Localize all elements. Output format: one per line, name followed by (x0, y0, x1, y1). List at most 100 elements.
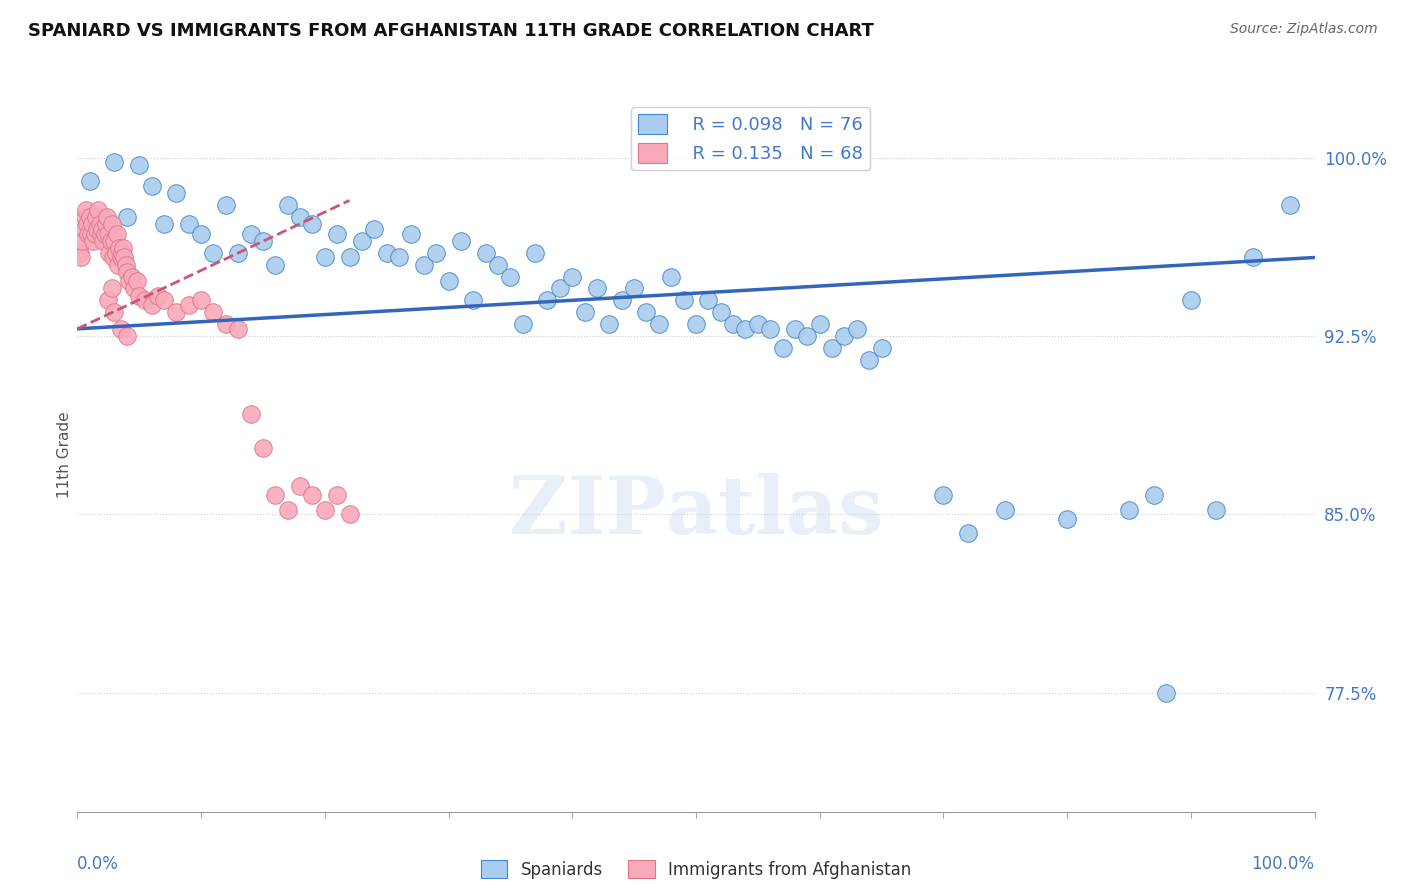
Point (101, 281, 124, 295)
Point (104, 245, 127, 260)
Point (301, 488, 323, 502)
Point (772, 341, 794, 355)
Point (834, 329, 856, 343)
Point (134, 293, 156, 308)
Point (165, 186, 187, 201)
Point (75, 202, 97, 217)
Point (808, 317, 831, 331)
Point (783, 322, 806, 336)
Point (165, 305, 187, 319)
Point (153, 217, 176, 231)
Point (339, 251, 361, 265)
Point (79, 174, 101, 188)
Point (125, 274, 148, 288)
Text: ZIP​atlas: ZIP​atlas (509, 473, 883, 551)
Point (697, 293, 720, 308)
Point (177, 217, 200, 231)
Point (118, 274, 141, 288)
Point (1180, 293, 1202, 308)
Point (277, 198, 299, 212)
Point (264, 488, 287, 502)
Point (73, 210, 96, 224)
Point (277, 502, 299, 516)
Point (1118, 502, 1140, 516)
Point (83, 227, 105, 241)
Point (845, 322, 868, 336)
Point (76, 217, 98, 231)
Point (339, 508, 361, 522)
Point (598, 317, 620, 331)
Point (759, 322, 782, 336)
Point (685, 317, 707, 331)
Point (93, 227, 115, 241)
Point (103, 234, 125, 248)
Text: SPANIARD VS IMMIGRANTS FROM AFGHANISTAN 11TH GRADE CORRELATION CHART: SPANIARD VS IMMIGRANTS FROM AFGHANISTAN … (28, 22, 875, 40)
Point (96, 210, 118, 224)
Point (90, 227, 112, 241)
Point (226, 245, 249, 260)
Point (215, 317, 238, 331)
Point (1056, 512, 1078, 526)
Point (463, 293, 485, 308)
Point (425, 245, 447, 260)
Text: Source: ZipAtlas.com: Source: ZipAtlas.com (1230, 22, 1378, 37)
Point (108, 241, 131, 255)
Point (91, 234, 114, 248)
Point (239, 227, 262, 241)
Point (86, 222, 108, 236)
Point (932, 488, 955, 502)
Point (710, 305, 733, 319)
Point (91, 210, 114, 224)
Point (659, 269, 682, 284)
Point (100, 234, 122, 248)
Point (450, 234, 472, 248)
Point (110, 322, 132, 336)
Point (79, 210, 101, 224)
Point (648, 317, 671, 331)
Point (821, 341, 844, 355)
Point (623, 281, 645, 295)
Point (252, 441, 274, 455)
Point (215, 198, 238, 212)
Point (98, 245, 121, 260)
Point (610, 293, 633, 308)
Point (87, 202, 110, 217)
Point (363, 222, 385, 236)
Point (1278, 198, 1301, 212)
Point (388, 251, 411, 265)
Point (858, 352, 880, 367)
Point (146, 288, 169, 302)
Point (115, 329, 138, 343)
Point (114, 258, 136, 272)
Point (747, 317, 769, 331)
Point (103, 251, 125, 265)
Point (103, 155, 125, 169)
Point (574, 305, 596, 319)
Point (437, 274, 460, 288)
Point (499, 269, 522, 284)
Point (82, 234, 104, 248)
Point (672, 293, 695, 308)
Y-axis label: 11th Grade: 11th Grade (56, 411, 72, 499)
Point (252, 234, 274, 248)
Point (101, 217, 124, 231)
Point (474, 245, 496, 260)
Point (153, 293, 176, 308)
Point (264, 258, 287, 272)
Point (536, 293, 558, 308)
Point (122, 281, 145, 295)
Point (115, 210, 138, 224)
Point (994, 502, 1017, 516)
Point (141, 179, 163, 194)
Point (734, 322, 756, 336)
Point (89, 217, 111, 231)
Point (72, 222, 94, 236)
Point (314, 502, 336, 516)
Point (112, 241, 135, 255)
Legend: Spaniards, Immigrants from Afghanistan: Spaniards, Immigrants from Afghanistan (474, 854, 918, 886)
Point (177, 298, 200, 312)
Point (112, 251, 135, 265)
Point (72, 234, 94, 248)
Point (105, 227, 128, 241)
Point (524, 245, 547, 260)
